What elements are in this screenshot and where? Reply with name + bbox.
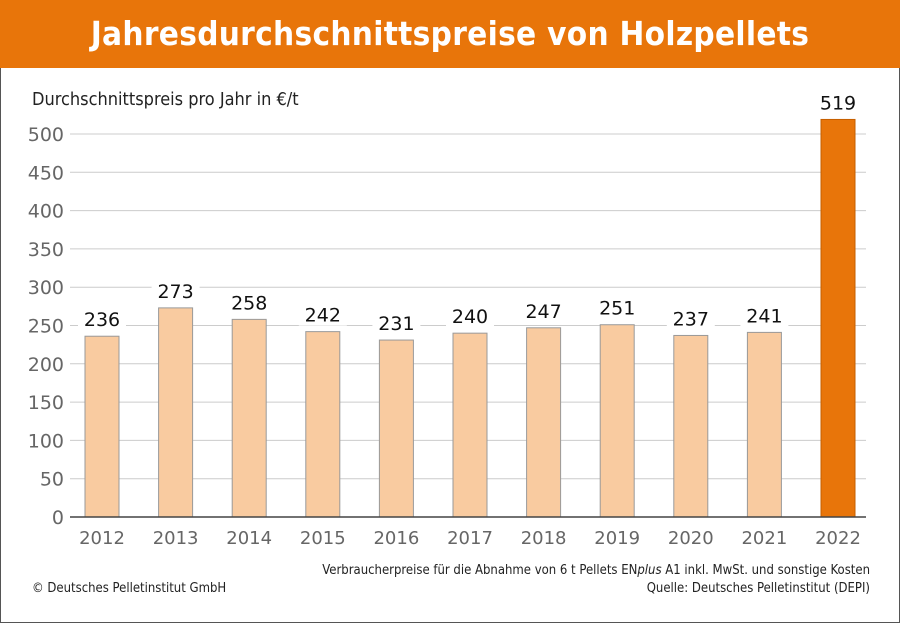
x-tick-label: 2017 [447,528,493,549]
bar [526,327,562,518]
y-tick-label: 50 [40,469,64,491]
data-label: 236 [84,309,120,331]
y-tick-label: 300 [28,277,64,299]
y-axis-label: Durchschnittspreis pro Jahr in €/t [32,89,299,110]
y-tick-label: 350 [28,239,64,261]
y-tick-label: 450 [28,162,64,184]
data-label: 247 [525,301,561,323]
data-label: 240 [452,306,488,328]
x-tick-label: 2015 [300,528,346,549]
y-tick-label: 0 [52,507,64,529]
x-tick-label: 2013 [153,528,199,549]
copyright: © Deutsches Pelletinstitut GmbH [32,581,227,596]
x-tick-label: 2012 [79,528,125,549]
data-label: 237 [673,308,709,330]
data-label: 519 [820,92,856,114]
footnote-text: A1 inkl. MwSt. und sonstige Kosten [661,563,870,578]
y-tick-label: 100 [28,430,64,452]
data-label: 241 [746,305,782,327]
data-label-bg [225,289,274,314]
x-tick-label: 2018 [521,528,567,549]
y-tick-label: 200 [28,354,64,376]
bar [158,307,194,518]
data-label-bg [151,277,200,302]
data-label: 231 [378,313,414,335]
data-label-bg [298,301,347,326]
bar [378,339,414,518]
data-label: 258 [231,292,267,314]
chart-title: Jahresdurchschnittspreise von Holzpellet… [0,0,900,68]
data-label-bg [814,89,862,114]
y-tick-label: 250 [28,316,64,338]
data-label-bg [740,302,789,327]
data-label-bg [446,303,494,328]
bar [452,332,488,518]
x-tick-label: 2022 [815,528,861,549]
x-tick-label: 2021 [741,528,787,549]
x-tick-label: 2016 [373,528,419,549]
footnote-italic: plus [637,563,662,578]
data-label-bg [593,294,642,319]
bar [673,334,709,518]
data-label: 242 [305,305,341,327]
footnote-line1: Verbraucherpreise für die Abnahme von 6 … [322,563,870,578]
bar [820,118,856,518]
y-tick-label: 500 [28,124,64,146]
footnote-text: Verbraucherpreise für die Abnahme von 6 … [322,563,638,578]
x-tick-label: 2019 [594,528,640,549]
y-tick-label: 400 [28,201,64,223]
x-tick-label: 2014 [226,528,272,549]
data-label-bg [666,305,715,330]
bar [84,335,120,518]
data-label-bg [372,310,421,335]
data-label: 273 [157,281,193,303]
footnote-source: Quelle: Deutsches Pelletinstitut (DEPI) [646,581,870,596]
data-label-bg [78,306,126,331]
data-label: 251 [599,298,635,320]
x-tick-label: 2020 [668,528,714,549]
bar [746,331,782,518]
bar [305,331,341,518]
bar [599,324,635,518]
bar [231,318,267,518]
y-tick-label: 150 [28,392,64,414]
data-label-bg [519,297,568,322]
